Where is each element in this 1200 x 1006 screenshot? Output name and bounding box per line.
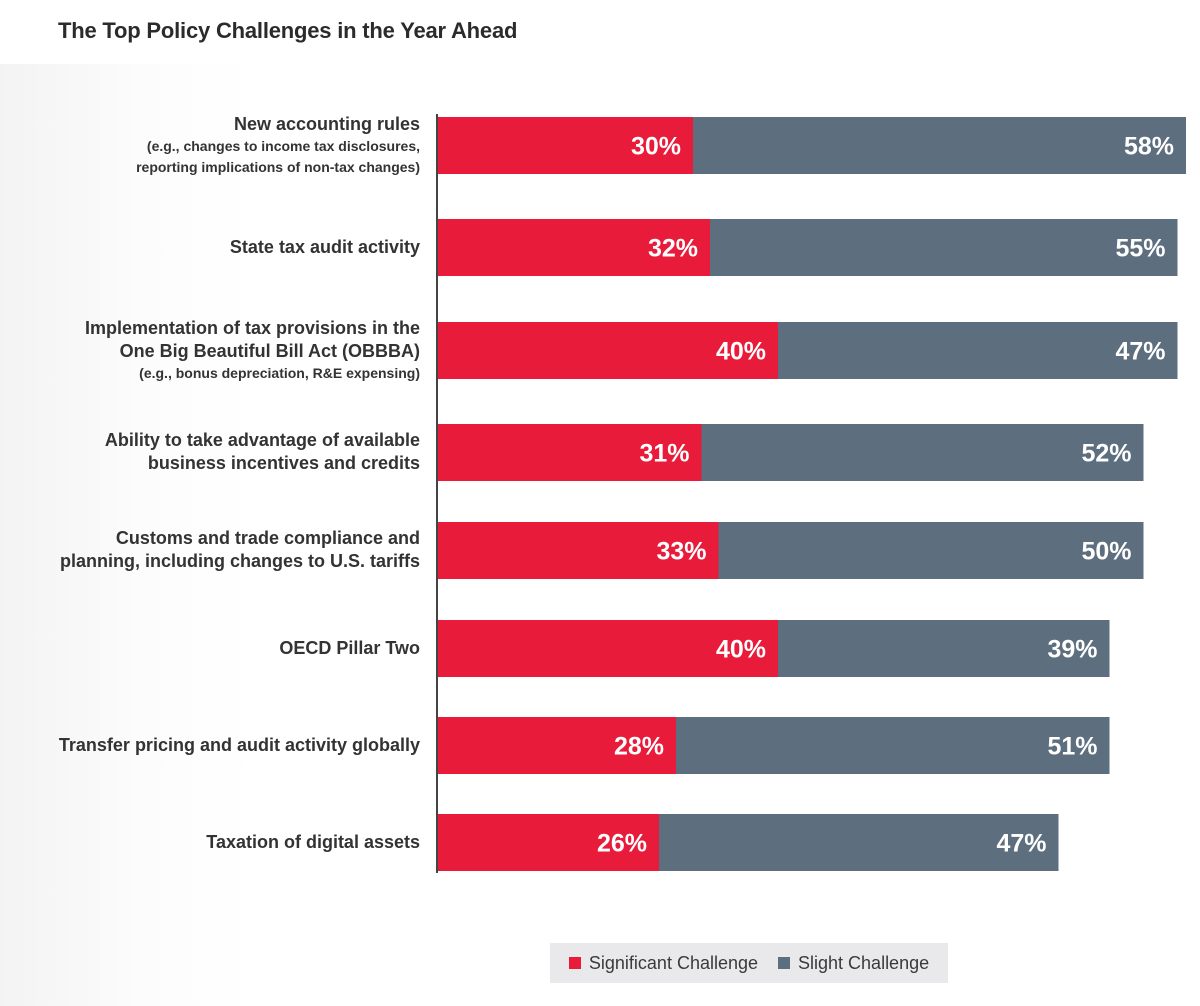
category-label: Transfer pricing and audit activity glob… bbox=[40, 734, 420, 757]
category-label-main: State tax audit activity bbox=[229, 237, 420, 257]
legend-item-slight: Slight Challenge bbox=[778, 953, 929, 974]
bar-significant bbox=[438, 322, 778, 379]
data-label-slight: 47% bbox=[996, 830, 1046, 858]
data-label-significant: 40% bbox=[716, 636, 766, 664]
data-label-slight: 50% bbox=[1081, 538, 1131, 566]
data-label-slight: 47% bbox=[1115, 338, 1165, 366]
legend-label-significant: Significant Challenge bbox=[588, 952, 759, 973]
category-label-main: OECD Pillar Two bbox=[279, 638, 420, 658]
category-label-main: Implementation of tax provisions in the … bbox=[84, 317, 420, 361]
title-banner bbox=[0, 0, 600, 64]
category-label: Ability to take advantage of available b… bbox=[70, 429, 420, 476]
bar-significant bbox=[438, 814, 659, 871]
category-label: OECD Pillar Two bbox=[120, 637, 420, 660]
bar-slight bbox=[718, 522, 1144, 579]
category-label-main: Customs and trade compliance and plannin… bbox=[59, 528, 420, 572]
legend-swatch-slight bbox=[778, 957, 791, 969]
category-label-main: New accounting rules bbox=[233, 114, 420, 134]
bar-slight bbox=[778, 620, 1110, 677]
data-label-significant: 33% bbox=[656, 538, 706, 566]
page-title: The Top Policy Challenges in the Year Ah… bbox=[58, 18, 518, 43]
category-label: New accounting rules (e.g., changes to in… bbox=[100, 113, 420, 178]
bar-slight bbox=[778, 322, 1178, 379]
data-label-significant: 40% bbox=[716, 338, 766, 366]
data-label-significant: 32% bbox=[648, 235, 698, 263]
category-label-note: (e.g., bonus depreciation, R&E expensing… bbox=[139, 365, 420, 382]
data-label-significant: 31% bbox=[639, 440, 689, 468]
category-label: State tax audit activity bbox=[120, 236, 420, 259]
category-label-main: Ability to take advantage of available b… bbox=[104, 430, 420, 474]
bar-slight bbox=[693, 117, 1186, 174]
data-label-slight: 39% bbox=[1047, 636, 1097, 664]
data-label-slight: 55% bbox=[1115, 235, 1165, 263]
data-label-slight: 52% bbox=[1081, 440, 1131, 468]
bar-significant bbox=[438, 117, 693, 174]
bar-slight bbox=[676, 717, 1110, 774]
bar-significant bbox=[438, 424, 702, 481]
legend-swatch-significant bbox=[568, 957, 581, 969]
data-label-significant: 28% bbox=[614, 733, 664, 761]
category-label-note: (e.g., changes to income tax disclosures… bbox=[136, 138, 420, 176]
category-label-main: Transfer pricing and audit activity glob… bbox=[58, 735, 420, 755]
legend-label-slight: Slight Challenge bbox=[798, 952, 930, 973]
bar-significant bbox=[438, 219, 710, 276]
category-label-main: Taxation of digital assets bbox=[206, 832, 420, 852]
legend: Significant Challenge Slight Challenge bbox=[550, 943, 948, 983]
category-label: Customs and trade compliance and plannin… bbox=[40, 527, 420, 574]
bar-significant bbox=[438, 620, 778, 677]
category-label: Implementation of tax provisions in the … bbox=[50, 317, 420, 385]
bar-significant bbox=[438, 522, 719, 579]
data-label-slight: 58% bbox=[1124, 133, 1174, 161]
bar-slight bbox=[701, 424, 1144, 481]
bar-slight bbox=[659, 814, 1059, 871]
data-label-significant: 30% bbox=[631, 133, 681, 161]
bar-significant bbox=[438, 717, 676, 774]
bar-slight bbox=[710, 219, 1178, 276]
legend-item-significant: Significant Challenge bbox=[568, 952, 759, 974]
category-label: Taxation of digital assets bbox=[120, 831, 420, 854]
data-label-slight: 51% bbox=[1047, 733, 1097, 761]
data-label-significant: 26% bbox=[597, 830, 647, 858]
